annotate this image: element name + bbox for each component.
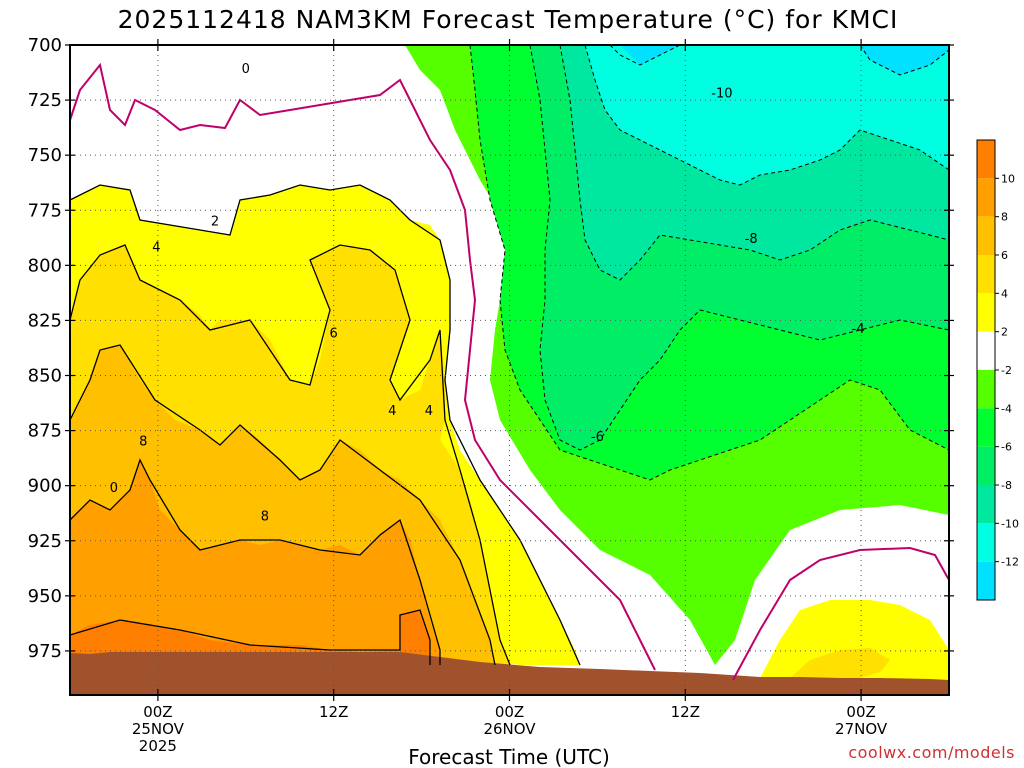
y-tick-label: 875 xyxy=(28,421,62,442)
x-tick-label: 27NOV xyxy=(835,720,888,738)
y-tick-label: 750 xyxy=(28,145,62,166)
colorbar-label: -12 xyxy=(1001,556,1019,569)
y-tick-label: 950 xyxy=(28,586,62,607)
contour-label: 4 xyxy=(152,241,160,256)
contour-line-6 xyxy=(69,344,496,666)
contour-line-10 xyxy=(69,609,431,665)
y-tick-label: 925 xyxy=(28,531,62,552)
contour-label: 0 xyxy=(242,62,250,77)
contour-label: 6 xyxy=(330,327,338,342)
warm-region-8 xyxy=(70,460,440,665)
contour-label: 4 xyxy=(425,404,433,419)
contour-label: 2 xyxy=(211,214,219,229)
y-tick-label: 775 xyxy=(28,200,62,221)
contour-line-0-lower xyxy=(732,546,950,681)
colorbar-segment xyxy=(977,408,995,447)
x-tick-label: 26NOV xyxy=(483,720,536,738)
x-axis-label: Forecast Time (UTC) xyxy=(408,745,610,768)
colorbar: 10 8 6 4 2 -2 -4 -6 -8 -10 -12 xyxy=(976,139,1019,601)
x-tick-label: 00Z xyxy=(143,703,172,721)
contour-label: -8 xyxy=(745,232,758,247)
colorbar-segment xyxy=(977,140,995,179)
contour-line-minus12 xyxy=(609,44,950,76)
y-tick-label: 700 xyxy=(28,35,62,56)
colorbar-label: 8 xyxy=(1001,211,1008,224)
contour-line-minus8 xyxy=(559,44,950,281)
x-tick-label: 25NOV xyxy=(132,720,185,738)
contour-line-minus4 xyxy=(469,44,950,481)
warm-region-2-lower xyxy=(760,600,949,680)
contour-label: 0 xyxy=(110,481,118,496)
colorbar-segment xyxy=(977,561,995,600)
contour-label: 8 xyxy=(261,510,269,525)
colorbar-segment xyxy=(977,216,995,255)
x-tick-label: 12Z xyxy=(671,703,700,721)
contour-line-minus6 xyxy=(529,44,950,451)
colorbar-segment xyxy=(977,370,995,409)
contour-line-4 xyxy=(69,244,511,666)
contour-label: -6 xyxy=(591,430,604,445)
y-tick-label: 900 xyxy=(28,476,62,497)
x-tick-label: 2025 xyxy=(139,737,177,755)
colorbar-label: -2 xyxy=(1001,364,1012,377)
colorbar-label: -10 xyxy=(1001,517,1019,530)
y-tick-label: 800 xyxy=(28,255,62,276)
x-tick-label: 00Z xyxy=(495,703,524,721)
colorbar-segment xyxy=(977,485,995,524)
contour-labels: 0 2 4 6 4 4 8 0 8 -10 -8 -6 -4 xyxy=(110,62,865,524)
terrain xyxy=(70,652,949,695)
colorbar-label: 4 xyxy=(1001,287,1008,300)
plot-area: 0 2 4 6 4 4 8 0 8 -10 -8 -6 -4 xyxy=(69,44,950,696)
colorbar-segment xyxy=(977,446,995,485)
contour-label: -10 xyxy=(711,86,732,101)
contour-label: 4 xyxy=(388,404,396,419)
colorbar-segment xyxy=(977,178,995,217)
warm-region-4-lower xyxy=(790,648,890,678)
credit-text: coolwx.com/models xyxy=(848,743,1015,762)
x-tick-label: 00Z xyxy=(846,703,875,721)
colorbar-segment xyxy=(977,293,995,332)
colorbar-segment xyxy=(977,331,995,370)
colorbar-label: -6 xyxy=(1001,441,1012,454)
chart-title: 2025112418 NAM3KM Forecast Temperature (… xyxy=(118,5,899,34)
y-tick-label: 825 xyxy=(28,310,62,331)
contour-line-0-upper xyxy=(69,62,656,671)
colorbar-label: 6 xyxy=(1001,249,1008,262)
cold-region-minus12 xyxy=(610,45,949,75)
colorbar-label: 10 xyxy=(1001,172,1015,185)
contour-line-2 xyxy=(69,184,581,666)
y-tick-label: 850 xyxy=(28,366,62,387)
contour-line-minus10 xyxy=(584,44,950,186)
colorbar-label: -4 xyxy=(1001,402,1012,415)
contour-label: -4 xyxy=(852,322,865,337)
colorbar-segment xyxy=(977,255,995,294)
cold-region-minus10 xyxy=(585,45,949,185)
colorbar-label: -8 xyxy=(1001,479,1012,492)
colorbar-segment xyxy=(977,523,995,562)
grid-lines xyxy=(70,44,949,695)
y-tick-label: 975 xyxy=(28,641,62,662)
contour-line-8 xyxy=(69,458,441,665)
contour-label: 8 xyxy=(139,435,147,450)
colorbar-label: 2 xyxy=(1001,326,1008,339)
y-tick-label: 725 xyxy=(28,90,62,111)
x-tick-label: 12Z xyxy=(319,703,348,721)
